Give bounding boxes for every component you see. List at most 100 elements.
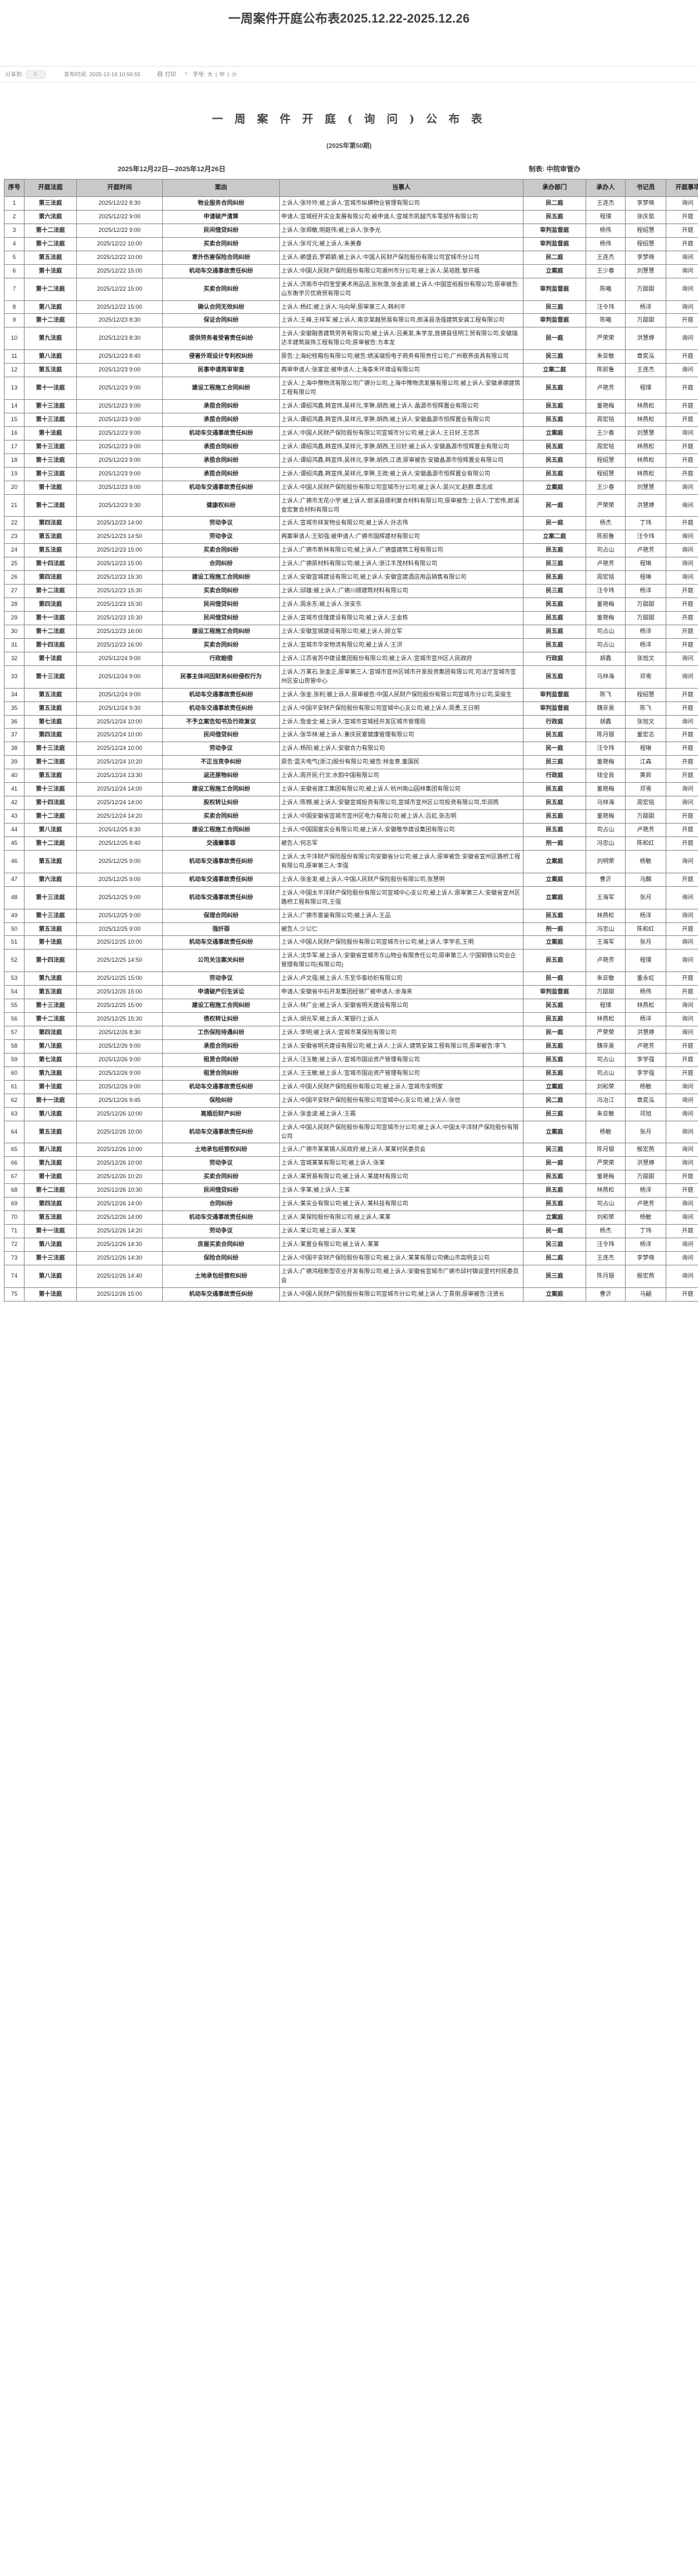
cell-matter: 询问	[666, 908, 698, 923]
cell-cause: 保险纠纷	[162, 1093, 280, 1108]
cell-time: 2025/12/26 14:20	[76, 1224, 163, 1238]
cell-time: 2025/12/26 15:00	[76, 1287, 163, 1302]
cell-court: 第九法庭	[24, 327, 77, 351]
cell-clerk: 程绍慧	[625, 236, 666, 251]
cell-index: 2	[4, 209, 25, 224]
cell-parties: 上诉人:张玲玲;被上诉人:宣城市纵横物业管理有限公司	[279, 196, 524, 211]
cell-time: 2025/12/23 15:00	[76, 543, 163, 558]
cell-clerk: 张月	[625, 886, 666, 909]
cell-court: 第五法庭	[24, 1120, 77, 1144]
cell-time: 2025/12/23 15:30	[76, 597, 163, 612]
cell-matter: 询问	[666, 1079, 698, 1094]
cell-index: 5	[4, 250, 25, 265]
cell-time: 2025/12/23 8:30	[76, 327, 163, 351]
cell-dept: 民一庭	[523, 742, 586, 756]
cell-cause: 机动车交通事故责任纠纷	[162, 480, 280, 495]
cell-dept: 民三庭	[523, 755, 586, 770]
cell-time: 2025/12/24 14:20	[76, 809, 163, 824]
share-group[interactable]: 分享到: 0	[5, 70, 47, 79]
cell-time: 2025/12/24 10:00	[76, 714, 163, 729]
cell-index: 34	[4, 687, 25, 702]
cell-judge: 严荣荣	[586, 1156, 626, 1171]
cell-clerk: 张旭文	[625, 714, 666, 729]
table-row: 41 第十三法庭 2025/12/24 14:00 建设工程施工合同纠纷 上诉人:安徽省…	[4, 782, 698, 797]
cell-cause: 机动车交通事故责任纠纷	[162, 426, 280, 441]
cell-court: 第十三法庭	[24, 665, 77, 689]
fontsize-medium[interactable]: 中	[219, 71, 225, 78]
print-label[interactable]: 打印	[165, 71, 176, 78]
cell-judge: 朱亚敏	[586, 349, 626, 364]
cell-cause: 土地承包经营权纠纷	[162, 1143, 280, 1158]
col-header-parties: 当事人	[279, 179, 524, 197]
cell-time: 2025/12/25 9:00	[76, 886, 163, 909]
print-group[interactable]: 打印	[157, 70, 176, 78]
table-row: 7 第十二法庭 2025/12/22 15:00 买卖合同纠纷 上诉人:济南市中四宝堂美…	[4, 277, 698, 301]
cell-index: 19	[4, 466, 25, 481]
cell-clerk: 卢艳芳	[625, 1197, 666, 1212]
table-row: 12 第五法庭 2025/12/23 9:00 民事申请再审审查 再审申请人:张家宫;被…	[4, 363, 698, 378]
cell-clerk: 杨洋	[625, 1183, 666, 1198]
cell-parties: 上诉人:谭绍鸿鑫,韩宣炜,吴祥元,李翀,胡西,王日好;被上诉人:安徽晶源市恒辉置…	[279, 439, 524, 454]
table-row: 52 第十四法庭 2025/12/25 14:50 公司关注案关纠纷 上诉人:沈华军,被…	[4, 949, 698, 973]
cell-time: 2025/12/24 10:00	[76, 728, 163, 743]
fontsize-small[interactable]: 小	[231, 71, 237, 78]
cell-time: 2025/12/25 9:00	[76, 922, 163, 937]
cell-judge: 严荣荣	[586, 493, 626, 517]
cell-matter: 开庭	[666, 823, 698, 837]
cell-matter: 开庭	[666, 971, 698, 986]
cell-court: 第八法庭	[24, 1039, 77, 1054]
cell-parties: 上诉人:江苏省苏中建设集团股份有限公司;被上诉人:宣城市宣州区人民政府	[279, 651, 524, 666]
cell-index: 10	[4, 327, 25, 351]
cell-index: 49	[4, 908, 25, 923]
cell-court: 第五法庭	[24, 849, 77, 873]
cell-cause: 租赁合同纠纷	[162, 1052, 280, 1067]
cell-dept: 民一庭	[523, 493, 586, 517]
cell-cause: 保险合同纠纷	[162, 1251, 280, 1265]
cell-index: 3	[4, 223, 25, 238]
fs-sep-1: |	[215, 71, 217, 78]
cell-parties: 上诉人:广德原材料有限公司;被上诉人:浙江丰茂材料有限公司	[279, 557, 524, 572]
cell-parties: 上诉人:安徽宣城建设有限公司,被上诉人:安徽宣建酒店用品销售有限公司	[279, 570, 524, 585]
cell-time: 2025/12/25 9:00	[76, 849, 163, 873]
cell-parties: 上诉人:中国人民财产保险股份有限公司宣城市分公司;被上诉人:李学名,王明	[279, 935, 524, 950]
cell-matter: 询问	[666, 196, 698, 211]
cell-index: 13	[4, 377, 25, 400]
cell-parties: 上诉人:张金,张利;被上诉人:原审被告:中国人民财产保险股份有限公司宣城市分公司…	[279, 687, 524, 702]
cell-dept: 民五庭	[523, 377, 586, 400]
cell-court: 第十二法庭	[24, 809, 77, 824]
cell-dept: 民一庭	[523, 1156, 586, 1171]
cell-time: 2025/12/24 14:00	[76, 782, 163, 797]
cell-cause: 机动车交通事故责任纠纷	[162, 886, 280, 909]
cell-court: 第四法庭	[24, 728, 77, 743]
fontsize-large[interactable]: 大	[207, 71, 213, 78]
cell-parties: 申请人:宣城经开实业发展有限公司;被申请人:宣城市凯越汽车零部件有限公司	[279, 209, 524, 224]
table-row: 36 第七法庭 2025/12/24 10:00 不予立案告知书及行政复议 上诉人:詹金…	[4, 714, 698, 729]
cell-parties: 原告:上海纪桂箱包有限公司;被告:绩溪瑞恒电子商务有限责任公司,广州歌荞皮具有限…	[279, 349, 524, 364]
cell-dept: 立案庭	[523, 1287, 586, 1302]
cell-parties: 上诉人:某保险股份有限公司;被上诉人:某某	[279, 1210, 524, 1225]
cell-matter: 开庭	[666, 1066, 698, 1081]
table-row: 30 第十二法庭 2025/12/23 16:00 建设工程施工合同纠纷 上诉人:安徽宣…	[4, 624, 698, 639]
cell-parties: 上诉人:中国人民财产保险股份有限公司宣城市分公司;被上诉人:丁景丽;原审被告:汪…	[279, 1287, 524, 1302]
cell-matter: 询问	[666, 530, 698, 545]
cell-dept: 审判监督庭	[523, 687, 586, 702]
cell-clerk: 万甜甜	[625, 277, 666, 301]
cell-cause: 买卖合同纠纷	[162, 809, 280, 824]
table-row: 22 第四法庭 2025/12/23 14:00 劳动争议 上诉人:宣城市祥发物业有限公…	[4, 516, 698, 531]
cell-time: 2025/12/25 15:30	[76, 1012, 163, 1026]
cell-clerk: 杨洋	[625, 638, 666, 652]
cell-court: 第十四法庭	[24, 796, 77, 811]
cell-cause: 机动车交通事故责任纠纷	[162, 687, 280, 702]
cell-dept: 民五庭	[523, 1183, 586, 1198]
share-count-badge[interactable]: 0	[25, 70, 46, 79]
cell-matter: 开庭	[666, 809, 698, 824]
cell-dept: 民五庭	[523, 908, 586, 923]
cell-cause: 劳动争议	[162, 1156, 280, 1171]
cell-cause: 民间借贷纠纷	[162, 597, 280, 612]
table-row: 58 第八法庭 2025/12/26 9:00 承揽合同纠纷 上诉人:安徽省明天建设有限…	[4, 1039, 698, 1054]
cell-matter: 开庭	[666, 412, 698, 427]
cell-index: 47	[4, 872, 25, 887]
fontsize-group[interactable]: T t 字号: 大 | 中 | 小	[185, 70, 237, 78]
cell-clerk: 杨洋	[625, 300, 666, 315]
cell-matter: 开庭	[666, 755, 698, 770]
